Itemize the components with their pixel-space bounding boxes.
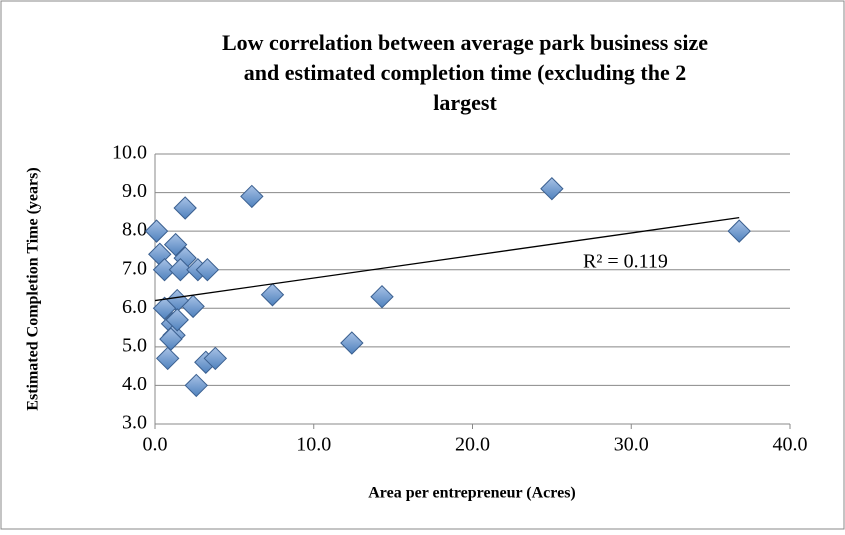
chart-title: Low correlation between average park bus… <box>222 30 708 55</box>
point <box>195 258 220 282</box>
y-tick-label: 5.0 <box>122 334 147 356</box>
point <box>152 296 177 320</box>
y-tick-label: 4.0 <box>122 373 147 395</box>
point <box>155 346 180 371</box>
point <box>540 177 564 201</box>
point <box>340 331 364 355</box>
x-tick-label: 20.0 <box>455 434 490 456</box>
y-tick-label: 8.0 <box>122 219 147 241</box>
point <box>159 327 183 351</box>
point <box>165 308 189 332</box>
point <box>184 373 208 398</box>
x-tick-label: 40.0 <box>773 434 808 456</box>
x-tick-label: 10.0 <box>296 434 331 456</box>
y-tick-label: 6.0 <box>122 296 147 318</box>
point <box>163 232 188 257</box>
point <box>727 219 751 243</box>
y-tick-label: 10.0 <box>112 142 147 164</box>
x-axis-title: Area per entrepreneur (Acres) <box>368 485 576 502</box>
x-tick-label: 30.0 <box>614 434 649 456</box>
y-tick-label: 7.0 <box>122 257 147 279</box>
point <box>152 258 177 282</box>
chart-title: and estimated completion time (excluding… <box>244 60 686 85</box>
point <box>168 258 193 282</box>
point <box>370 285 394 309</box>
y-axis-title: Estimated Completion Time (years) <box>25 167 42 410</box>
point <box>203 346 228 371</box>
point <box>173 196 197 220</box>
point <box>260 283 285 307</box>
annotation: R² = 0.119 <box>583 251 668 273</box>
y-tick-label: 3.0 <box>122 412 147 434</box>
x-tick-label: 0.0 <box>143 434 168 456</box>
chart-title: largest <box>433 90 497 115</box>
trendline <box>154 216 740 302</box>
point <box>240 184 264 209</box>
y-tick-label: 9.0 <box>122 180 147 202</box>
point <box>144 219 169 243</box>
